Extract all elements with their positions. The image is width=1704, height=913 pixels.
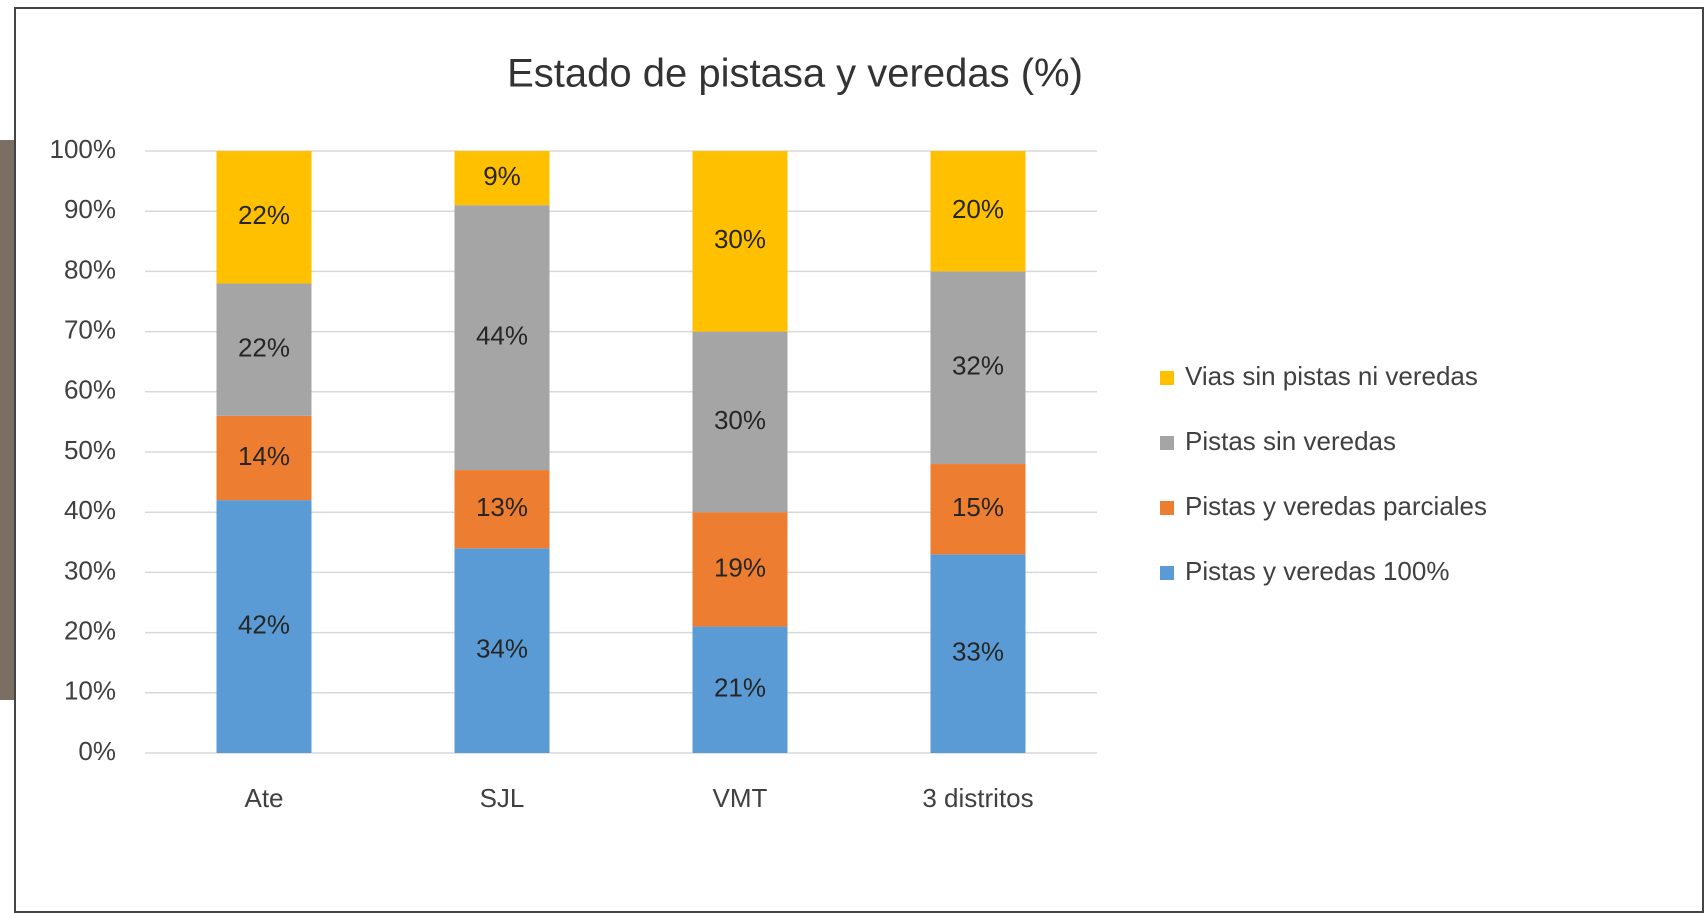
data-label: 33% bbox=[952, 637, 1004, 667]
data-label: 32% bbox=[952, 351, 1004, 381]
data-label: 14% bbox=[238, 441, 290, 471]
x-tick-label: VMT bbox=[713, 783, 768, 813]
data-label: 13% bbox=[476, 492, 528, 522]
data-label: 30% bbox=[714, 224, 766, 254]
x-tick-label: Ate bbox=[244, 783, 283, 813]
y-tick-label: 30% bbox=[64, 555, 116, 585]
data-label: 30% bbox=[714, 405, 766, 435]
data-label: 15% bbox=[952, 492, 1004, 522]
chart: Estado de pistasa y veredas (%) 0% 10% 20%… bbox=[0, 0, 1704, 913]
legend-label: Pistas sin veredas bbox=[1185, 426, 1396, 456]
y-tick-label: 70% bbox=[64, 314, 116, 344]
page: Estado de pistasa y veredas (%) 0% 10% 20%… bbox=[0, 0, 1704, 913]
data-label: 20% bbox=[952, 194, 1004, 224]
legend-swatch bbox=[1160, 436, 1174, 450]
y-tick-label: 90% bbox=[64, 194, 116, 224]
photo-fragment bbox=[0, 140, 15, 700]
legend-label: Vias sin pistas ni veredas bbox=[1185, 361, 1478, 391]
y-tick-label: 40% bbox=[64, 495, 116, 525]
data-label: 19% bbox=[714, 552, 766, 582]
y-tick-label: 20% bbox=[64, 615, 116, 645]
legend-swatch bbox=[1160, 501, 1174, 515]
legend-label: Pistas y veredas 100% bbox=[1185, 556, 1449, 586]
y-tick-label: 50% bbox=[64, 435, 116, 465]
x-tick-label: 3 distritos bbox=[922, 783, 1033, 813]
y-tick-label: 60% bbox=[64, 375, 116, 405]
y-tick-label: 80% bbox=[64, 254, 116, 284]
y-tick-label: 10% bbox=[64, 676, 116, 706]
legend-swatch bbox=[1160, 371, 1174, 385]
data-label: 42% bbox=[238, 609, 290, 639]
y-tick-label: 100% bbox=[50, 134, 117, 164]
x-tick-label: SJL bbox=[480, 783, 525, 813]
legend-swatch bbox=[1160, 566, 1174, 580]
data-label: 44% bbox=[476, 320, 528, 350]
data-label: 21% bbox=[714, 673, 766, 703]
data-label: 9% bbox=[483, 161, 521, 191]
data-label: 22% bbox=[238, 200, 290, 230]
data-label: 22% bbox=[238, 333, 290, 363]
y-tick-label: 0% bbox=[78, 736, 116, 766]
chart-title: Estado de pistasa y veredas (%) bbox=[507, 52, 1083, 96]
data-label: 34% bbox=[476, 634, 528, 664]
legend-label: Pistas y veredas parciales bbox=[1185, 491, 1487, 521]
